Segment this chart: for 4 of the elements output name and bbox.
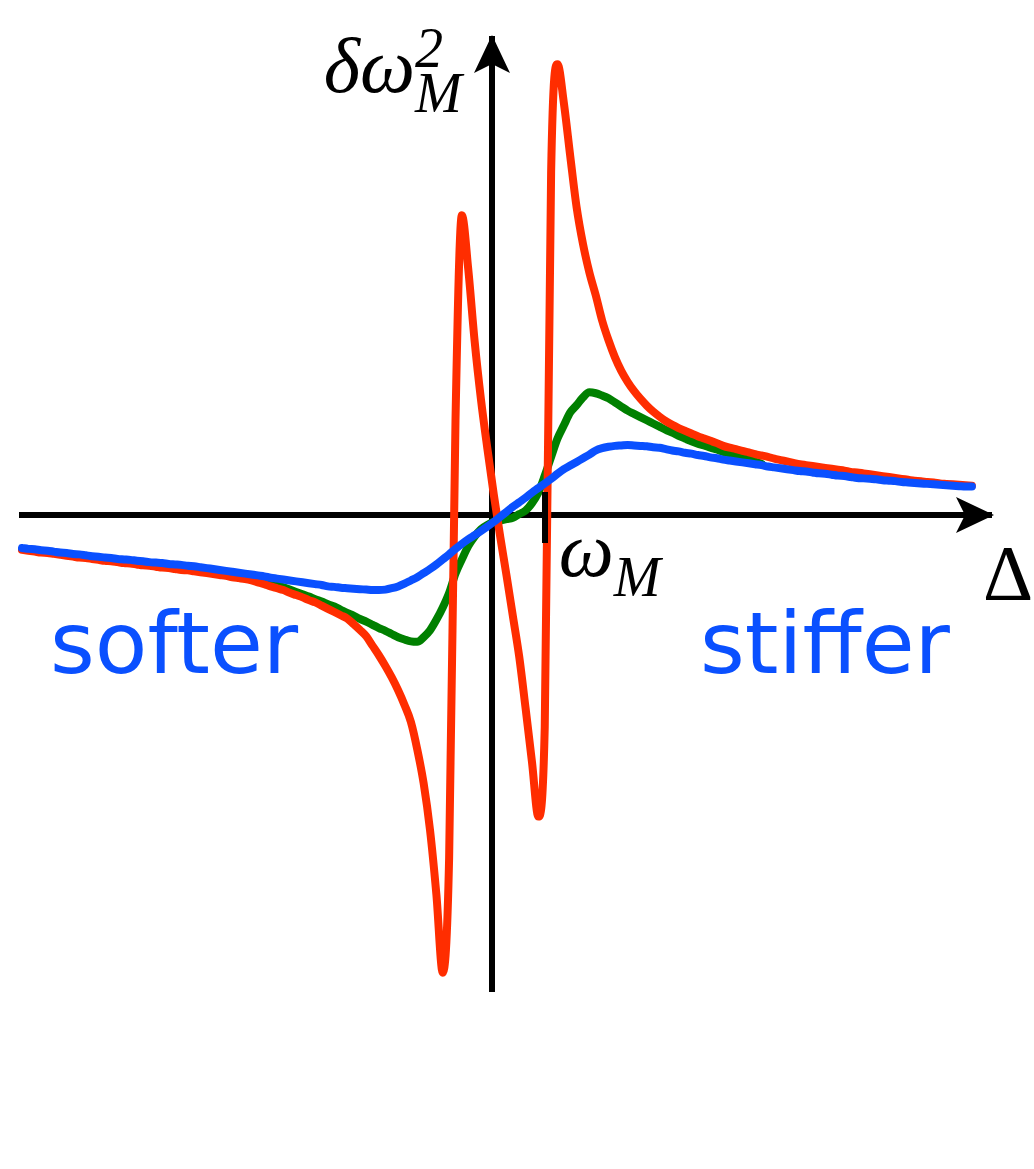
annotation: ω$_{M}$: [558, 506, 661, 609]
annotation: stiffer: [700, 593, 950, 693]
x-axis-title: Δ: [983, 529, 1034, 616]
annotation: softer: [50, 593, 299, 693]
